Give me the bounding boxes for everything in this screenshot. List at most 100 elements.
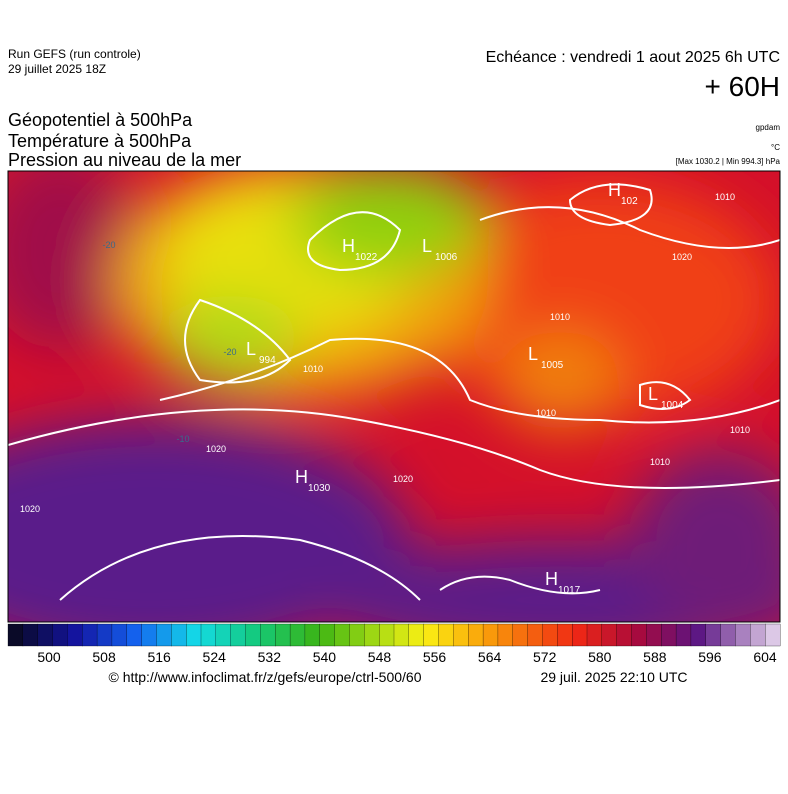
colorbar-label: 500 (37, 649, 61, 665)
pressure-value: 1017 (558, 585, 581, 596)
title: Pression au niveau de la mer (8, 150, 241, 170)
pressure-symbol: H (295, 467, 308, 487)
pressure-value: 1006 (435, 252, 458, 263)
pressure-value: 1005 (541, 360, 564, 371)
colorbar-swatch (275, 623, 291, 647)
colorbar-swatch (245, 623, 261, 647)
colorbar-label: 516 (147, 649, 171, 665)
timestamp: 29 juil. 2025 22:10 UTC (540, 669, 687, 685)
colorbar-swatch (408, 623, 425, 647)
temperature-label: -10 (176, 434, 189, 444)
colorbar-swatch (200, 623, 217, 647)
colorbar-swatch (67, 623, 83, 647)
run-date: 29 juillet 2025 18Z (8, 62, 106, 76)
colorbar-label: 540 (313, 649, 337, 665)
colorbar-label: 508 (92, 649, 116, 665)
colorbar-swatch (616, 623, 632, 647)
colorbar-swatch (215, 623, 232, 647)
pressure-value: 1004 (661, 400, 684, 411)
colorbar-label: 564 (478, 649, 502, 665)
isobar-label: 1020 (206, 444, 226, 454)
pressure-value: 102 (621, 196, 638, 207)
temperature-label: -20 (223, 347, 236, 357)
colorbar-swatch (126, 623, 143, 647)
colorbar-swatch (304, 623, 321, 647)
pressure-value: 1030 (308, 483, 331, 494)
source-url: © http://www.infoclimat.fr/z/gefs/europe… (108, 669, 421, 685)
colorbar-swatch (260, 623, 276, 647)
pressure-symbol: H (545, 569, 558, 589)
colorbar-swatch (572, 623, 588, 647)
colorbar-swatch (171, 623, 187, 647)
colorbar-swatch (186, 623, 202, 647)
pressure-value: 1022 (355, 252, 378, 263)
colorbar-swatch (482, 623, 499, 647)
isobar-label: 1020 (20, 504, 40, 514)
colorbar-swatch (7, 623, 24, 647)
pressure-symbol: L (648, 384, 658, 404)
colorbar-label: 572 (533, 649, 557, 665)
pressure-symbol: H (608, 180, 621, 200)
colorbar-swatch (468, 623, 484, 647)
colorbar-swatch (156, 623, 172, 647)
colorbar-swatch (750, 623, 766, 647)
map (8, 171, 780, 622)
colorbar-swatch (230, 623, 246, 647)
colorbar-label: 524 (203, 649, 227, 665)
unit: gpdam (756, 123, 781, 132)
colorbar-label: 604 (753, 649, 777, 665)
colorbar-swatch (675, 623, 692, 647)
colorbar-swatch (453, 623, 469, 647)
isobar-label: 1020 (393, 474, 413, 484)
colorbar-swatch (527, 623, 543, 647)
colorbar-swatch (319, 623, 336, 647)
colorbar-swatch (438, 623, 454, 647)
unit: [Max 1030.2 | Min 994.3] hPa (676, 157, 781, 166)
pressure-value: 994 (259, 355, 276, 366)
isobar-label: 1010 (730, 425, 750, 435)
colorbar-swatch (586, 623, 603, 647)
colorbar-swatch (289, 623, 306, 647)
pressure-symbol: L (246, 339, 256, 359)
colorbar-swatch (52, 623, 68, 647)
colorbar-label: 556 (423, 649, 447, 665)
isobar-label: 1010 (650, 457, 670, 467)
pressure-symbol: H (342, 236, 355, 256)
colorbar-swatch (765, 623, 781, 647)
colorbar-label: 580 (588, 649, 612, 665)
colorbar-swatch (111, 623, 128, 647)
colorbar-swatch (423, 623, 439, 647)
colorbar-swatch (96, 623, 113, 647)
colorbar-swatch (661, 623, 677, 647)
colorbar-label: 548 (368, 649, 392, 665)
colorbar-label: 532 (258, 649, 282, 665)
run-name: Run GEFS (run controle) (8, 47, 141, 61)
pressure-symbol: L (528, 344, 538, 364)
colorbar-swatch (735, 623, 751, 647)
valid-time: Echéance : vendredi 1 aout 2025 6h UTC (486, 49, 780, 66)
temperature-label: -20 (102, 240, 115, 250)
isobar-label: 1010 (550, 312, 570, 322)
unit: °C (771, 143, 780, 152)
colorbar-swatch (141, 623, 157, 647)
map-frame (7, 170, 781, 623)
colorbar-swatch (82, 623, 98, 647)
colorbar-label: 596 (698, 649, 722, 665)
isobar-label: 1010 (536, 408, 556, 418)
colorbar-swatch (497, 623, 514, 647)
colorbar-swatch (646, 623, 662, 647)
colorbar-swatch (379, 623, 395, 647)
colorbar-swatch (349, 623, 365, 647)
colorbar: 500 508 516 524 532 540 548 556 564 572 580 588 596 6… (7, 623, 781, 665)
title: Température à 500hPa (8, 131, 192, 151)
colorbar-swatch (690, 623, 707, 647)
colorbar-swatch (512, 623, 529, 647)
colorbar-swatch (720, 623, 736, 647)
colorbar-swatch (705, 623, 722, 647)
pressure-symbol: L (422, 236, 432, 256)
colorbar-swatch (542, 623, 558, 647)
colorbar-swatch (393, 623, 410, 647)
colorbar-label: 588 (643, 649, 667, 665)
colorbar-swatch (364, 623, 380, 647)
